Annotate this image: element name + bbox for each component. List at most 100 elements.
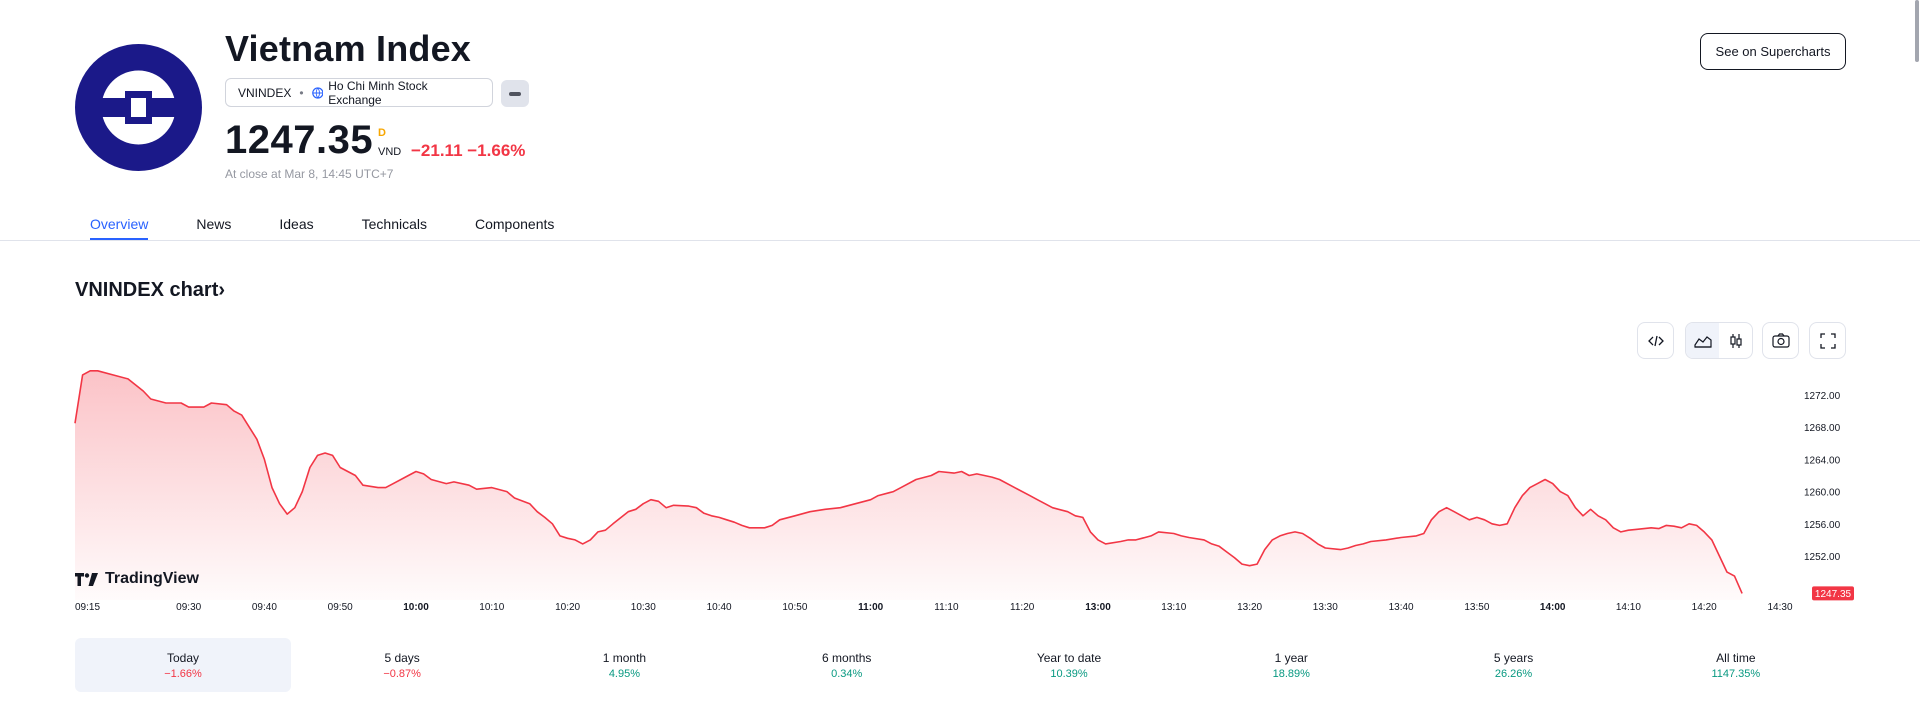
period-value: 10.39% [1050,668,1088,680]
period-value: −0.87% [383,668,421,680]
x-tick-label: 14:00 [1540,602,1566,613]
period-label: 1 month [602,651,647,665]
period-value: 0.34% [831,668,863,680]
chart-style-group [1685,322,1753,359]
period-6-months[interactable]: 6 months 0.34% [736,638,958,692]
page-scrollbar[interactable] [1915,0,1919,62]
tradingview-label: TradingView [105,570,199,587]
x-tick-label: 14:30 [1767,602,1792,613]
vnindex-logo-icon [97,70,180,145]
area-style-button[interactable] [1686,323,1719,358]
period-all-time[interactable]: All time 1147.35% [1625,638,1847,692]
period-label: Year to date [1036,651,1102,665]
tradingview-brand[interactable]: TradingView [75,570,199,588]
tab-bar: Overview News Ideas Technicals Component… [90,216,602,241]
fullscreen-button-group [1809,322,1846,359]
y-tick-label: 1268.00 [1804,423,1841,434]
x-tick-label: 11:10 [934,602,959,613]
period-value: 4.95% [608,668,641,680]
index-logo [75,44,202,171]
chart-heading-link[interactable]: VNINDEX chart› [75,279,225,302]
snapshot-button-group [1762,322,1799,359]
y-tick-label: 1264.00 [1804,455,1841,466]
symbol-exchange-box[interactable]: VNINDEX • Ho Chi Minh Stock Exchange [225,78,493,107]
symbol-label: VNINDEX [238,85,292,100]
globe-icon [311,86,324,99]
series-area-fill [75,370,1743,600]
period-1-year[interactable]: 1 year 18.89% [1180,638,1402,692]
minus-icon [509,91,521,96]
period-label: 1 year [1274,651,1308,665]
x-tick-label: 09:50 [328,602,353,613]
last-value-badge [1812,586,1854,601]
x-tick-label: 14:10 [1616,602,1641,613]
tradingview-logo-icon [75,572,98,586]
tab-technicals[interactable]: Technicals [361,216,427,232]
candles-icon [1729,333,1742,348]
tab-ideas[interactable]: Ideas [279,216,314,232]
currency-label: VND [378,146,402,158]
x-tick-label: 10:40 [707,602,732,613]
period-year-to-date[interactable]: Year to date 10.39% [958,638,1180,692]
fullscreen-button[interactable] [1810,323,1845,358]
x-tick-label: 14:20 [1692,602,1717,613]
price-area-chart[interactable]: 1252.00 1256.00 1260.00 1264.00 1268.00 1272.… [0,360,1920,616]
series-line [74,370,1743,594]
x-tick-label: 13:10 [1161,602,1186,613]
period-value: 18.89% [1272,668,1310,680]
period-1-month[interactable]: 1 month 4.95% [513,638,735,692]
x-tick-label: 10:50 [782,602,807,613]
x-tick-label: 10:10 [479,602,504,613]
embed-icon [1647,335,1664,346]
period-5-days[interactable]: 5 days −0.87% [291,638,513,692]
chart-heading-text: VNINDEX chart [75,279,219,301]
x-tick-label: 09:15 [75,602,100,613]
period-today[interactable]: Today −1.66% [75,638,291,692]
period-label: 6 months [822,651,872,665]
tabs-divider [0,240,1920,241]
fullscreen-icon [1819,332,1836,349]
y-tick-label: 1252.00 [1804,552,1841,563]
x-tick-label: 10:30 [631,602,656,613]
period-label: Today [166,651,200,665]
x-tick-label: 11:00 [858,602,883,613]
y-tick-label: 1260.00 [1804,488,1841,499]
snapshot-button[interactable] [1763,323,1798,358]
x-tick-label: 13:40 [1389,602,1414,613]
x-tick-label: 10:20 [555,602,580,613]
candles-style-button[interactable] [1719,323,1752,358]
x-tick-label: 13:30 [1313,602,1338,613]
period-label: 5 years [1493,651,1534,665]
y-tick-label: 1272.00 [1804,391,1841,402]
x-tick-label: 13:00 [1085,602,1111,613]
tab-overview[interactable]: Overview [90,216,149,241]
embed-button[interactable] [1638,323,1673,358]
area-chart-icon [1693,335,1712,348]
period-5-years[interactable]: 5 years 26.26% [1402,638,1624,692]
embed-button-group [1637,322,1674,359]
separator-dot: • [299,85,304,100]
close-info: At close at Mar 8, 14:45 UTC+7 [225,167,394,181]
performance-periods: Today −1.66% 5 days −0.87% 1 month 4.95%… [75,638,1847,692]
period-label: All time [1716,651,1756,665]
tab-news[interactable]: News [196,216,232,232]
page-title: Vietnam Index [225,28,472,69]
chevron-right-icon: › [218,279,226,301]
tab-components[interactable]: Components [475,216,555,232]
collapse-button[interactable] [501,80,529,107]
price-change: −21.11 −1.66% [411,141,526,160]
y-tick-label: 1256.00 [1804,520,1841,531]
last-value-label: 1247.35 [1815,589,1852,600]
x-tick-label: 10:00 [403,602,429,613]
x-tick-label: 13:20 [1237,602,1262,613]
x-tick-label: 11:20 [1010,602,1035,613]
x-tick-label: 09:40 [252,602,277,613]
price-marker: D [378,127,386,139]
camera-icon [1771,333,1790,348]
exchange-label: Ho Chi Minh Stock Exchange [328,78,428,107]
period-label: 5 days [384,651,420,665]
see-on-supercharts-button[interactable]: See on Supercharts [1700,33,1846,70]
x-tick-label: 09:30 [176,602,201,613]
x-tick-label: 13:50 [1464,602,1489,613]
price-value: 1247.35 [225,118,374,162]
